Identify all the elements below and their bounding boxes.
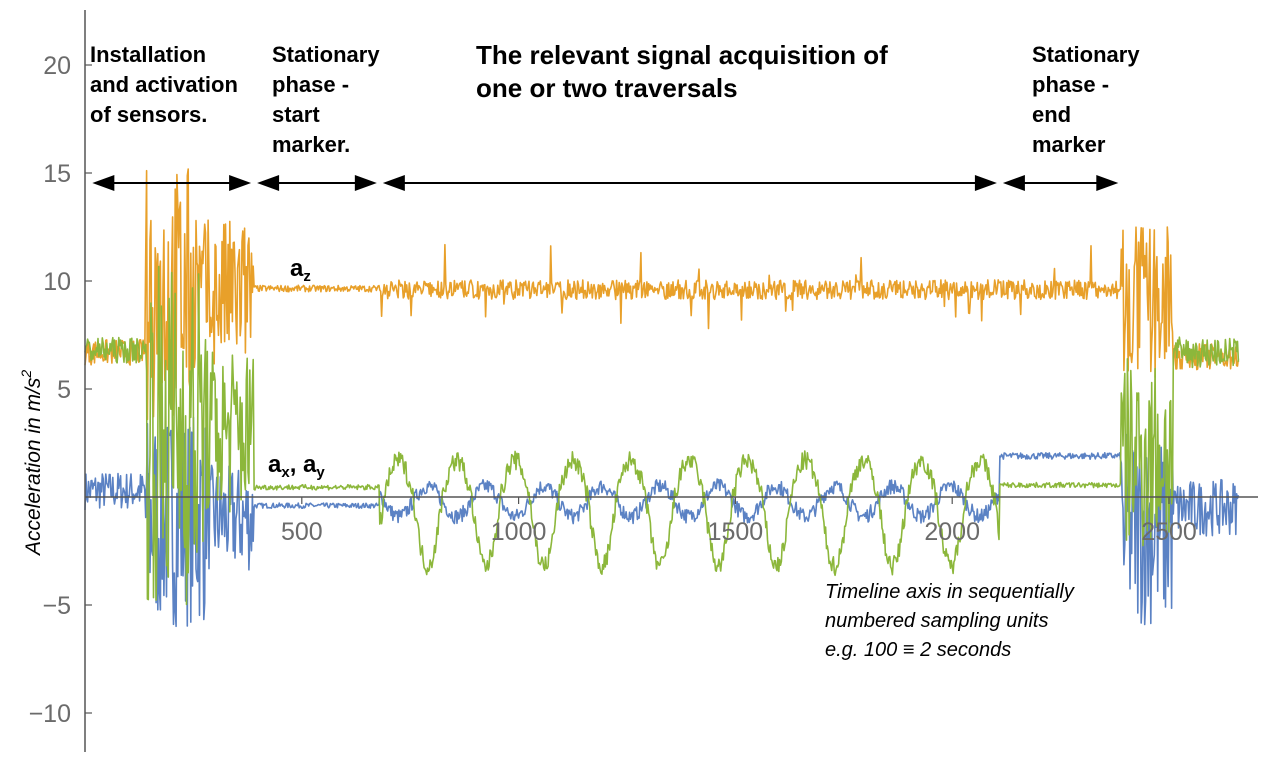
phase-acquisition-label: The relevant signal acquisition of one o… (476, 40, 895, 103)
axes-layer (84, 10, 1258, 752)
timeline-annotation: Timeline axis in sequentially numbered s… (825, 581, 1079, 661)
y-tick-label: −10 (29, 700, 71, 728)
phase-arrow (1002, 175, 1119, 191)
phase-arrow (382, 175, 997, 191)
y-tick-label: 5 (57, 376, 71, 404)
phase-arrow (92, 175, 252, 191)
x-tick-label: 2500 (1141, 518, 1197, 546)
y-tick-label: 20 (43, 52, 71, 80)
ax-series-line (84, 410, 1240, 628)
az-series-line (84, 168, 1240, 421)
phase-start-marker-label: Stationary phase - start marker. (272, 42, 386, 157)
x-tick-label: 1000 (491, 518, 547, 546)
series-layer (84, 168, 1240, 628)
y-axis-label: Acceleration in m/s2 (18, 370, 45, 557)
axy-series-label: ax, ay (268, 451, 325, 481)
y-tick-label: −5 (42, 592, 71, 620)
x-tick-label: 2000 (924, 518, 980, 546)
phase-arrow (257, 175, 377, 191)
x-tick-label: 1500 (708, 518, 764, 546)
ay-series-line (84, 265, 1240, 606)
phase-arrows (92, 175, 1119, 191)
phase-end-marker-label: Stationary phase - end marker (1032, 42, 1146, 157)
az-series-label: az (290, 255, 311, 285)
y-tick-label: 15 (43, 160, 71, 188)
ticks-layer: 500 1000 1500 2000 2500 20 15 10 5 −5 −10 (29, 52, 1197, 728)
y-tick-label: 10 (43, 268, 71, 296)
phase-installation-label: Installation and activation of sensors. (90, 42, 244, 127)
x-tick-label: 500 (281, 518, 323, 546)
